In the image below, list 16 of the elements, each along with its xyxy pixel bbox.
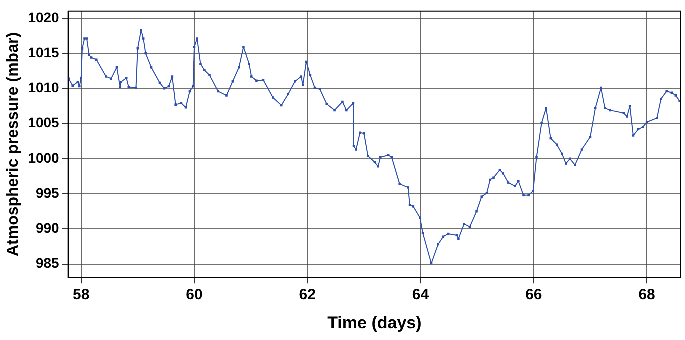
x-tick-label: 66 [526,286,542,304]
y-tick-label: 1020 [28,9,60,26]
x-tick-label: 62 [299,286,316,304]
y-tick-label: 1005 [28,114,60,131]
y-tick-label: 1000 [28,150,60,166]
x-axis-title: Time (days) [328,313,422,332]
x-tick-label: 60 [186,286,203,304]
y-axis-title: Atmospheric pressure (mbar) [5,32,22,257]
y-tick-label: 990 [36,220,60,236]
y-tick-label: 1015 [28,44,60,60]
y-tick-label: 985 [36,255,60,272]
y-tick-label: 995 [36,184,60,201]
y-tick-label: 1010 [28,80,60,96]
x-tick-label: 58 [73,286,90,304]
x-tick-label: 68 [638,286,656,304]
x-tick-label: 64 [412,286,430,304]
